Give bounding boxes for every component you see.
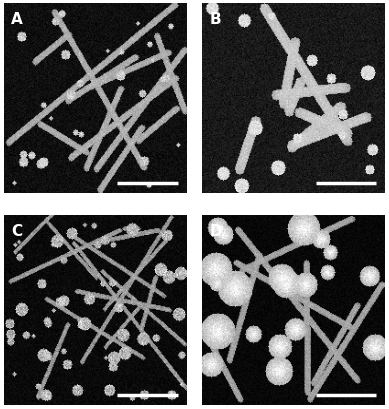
- Text: B: B: [210, 11, 221, 27]
- Text: A: A: [11, 11, 23, 27]
- Text: C: C: [11, 223, 22, 238]
- Text: D: D: [210, 223, 222, 238]
